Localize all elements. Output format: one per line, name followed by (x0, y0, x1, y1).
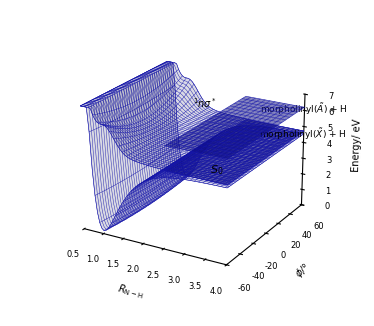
Y-axis label: $\phi$/°: $\phi$/° (292, 260, 313, 281)
X-axis label: $R_{\mathrm{N-H}}$: $R_{\mathrm{N-H}}$ (116, 282, 146, 302)
